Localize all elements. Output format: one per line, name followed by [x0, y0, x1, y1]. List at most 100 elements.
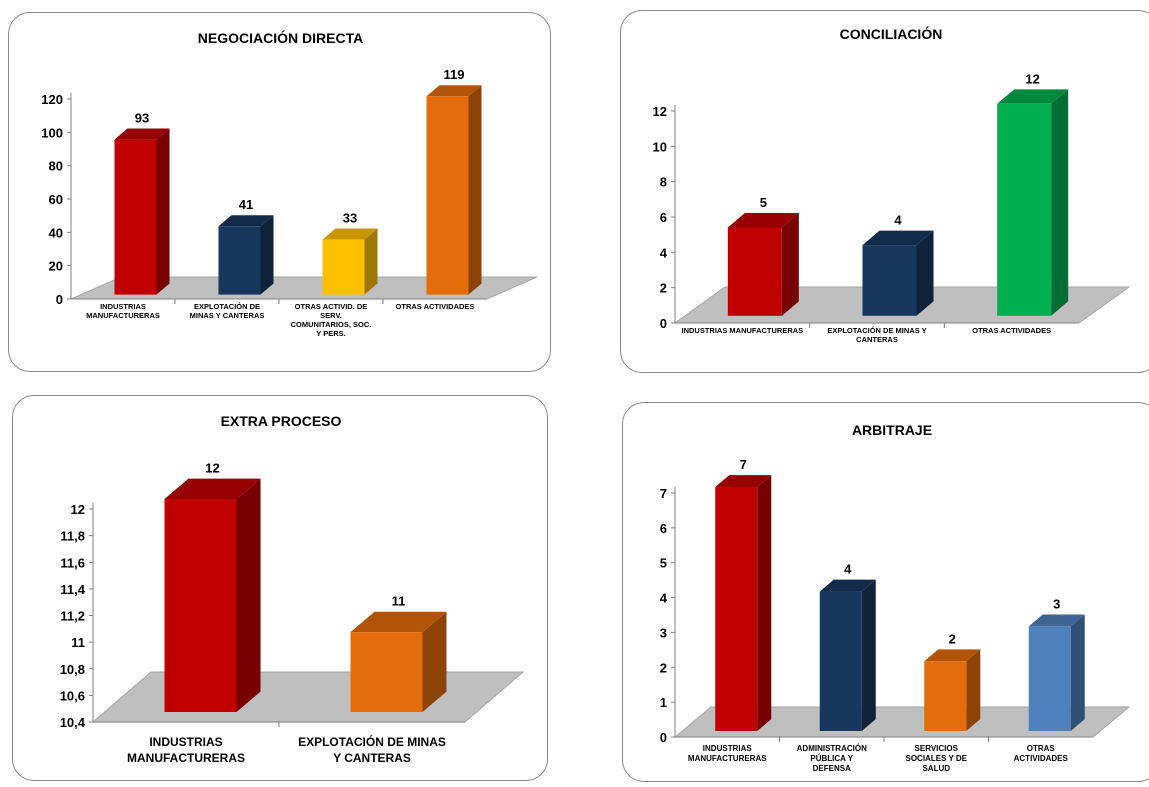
- bar-side: [236, 478, 261, 712]
- category-label: COMUNITARIOS, SOC.: [291, 320, 372, 329]
- bar-side: [422, 611, 447, 712]
- bar-3: [924, 649, 981, 731]
- y-tick-label: 12: [653, 104, 667, 119]
- chart-title: CONCILIACIÓN: [840, 25, 943, 42]
- category-label: MANUFACTURERAS: [86, 311, 160, 320]
- bar-top: [997, 89, 1069, 104]
- bar-2: [350, 611, 447, 712]
- bar-4: [426, 85, 482, 295]
- category-label: ACTIVIDADES: [1014, 754, 1069, 763]
- bar-side: [1051, 89, 1069, 316]
- category-label: MANUFACTURERAS: [127, 751, 245, 765]
- bar-front: [727, 227, 782, 316]
- category-label: MANUFACTURERAS: [688, 754, 767, 763]
- bar-front: [715, 487, 758, 731]
- bar-top: [218, 215, 274, 227]
- y-tick-label: 120: [41, 92, 63, 107]
- y-tick-label: 40: [49, 225, 63, 240]
- value-label: 4: [894, 213, 902, 228]
- bar-1: [727, 213, 799, 316]
- bar-top: [1028, 614, 1085, 627]
- bar-front: [426, 96, 469, 295]
- y-tick-label: 11,8: [60, 529, 85, 544]
- category-label: EXPLOTACIÓN DE: [194, 302, 260, 311]
- y-tick-label: 0: [660, 316, 667, 331]
- chart-panel-arbitraje: ARBITRAJE 0 1 2 3 4 5 6 7 7 INDUSTRIAS MANUFACTURER…: [622, 402, 1149, 782]
- bar-front: [997, 103, 1052, 316]
- category-label: OTRAS ACTIVID. DE: [295, 302, 368, 311]
- chart-title: ARBITRAJE: [852, 422, 932, 438]
- chart-title: EXTRA PROCESO: [221, 413, 342, 429]
- y-tick-label: 8: [660, 175, 667, 190]
- bar-top: [924, 649, 981, 662]
- bar-front: [114, 139, 157, 295]
- value-label: 2: [949, 631, 956, 646]
- bar-top: [715, 475, 772, 487]
- y-tick-label: 11,4: [60, 582, 85, 597]
- y-tick-label: 3: [660, 625, 667, 640]
- y-tick-label: 0: [56, 292, 63, 307]
- bar-side: [364, 228, 378, 295]
- y-tick-label: 4: [660, 591, 668, 606]
- category-label: Y CANTERAS: [333, 751, 411, 765]
- bar-2: [218, 215, 274, 295]
- y-tick-label: 20: [49, 259, 63, 274]
- bar-side: [757, 475, 772, 731]
- y-tick-label: 6: [660, 521, 667, 536]
- bar-1: [715, 475, 772, 731]
- bar-top: [350, 611, 447, 633]
- category-label: DEFENSA: [813, 764, 851, 773]
- bar-top: [322, 228, 378, 240]
- category-label: Y PERS.: [316, 329, 345, 338]
- value-label: 11: [392, 594, 406, 609]
- bar-4: [1028, 614, 1085, 731]
- category-label: CANTERAS: [856, 335, 898, 344]
- bar-front: [350, 632, 423, 712]
- bar-3: [997, 89, 1069, 316]
- category-label: SOCIALES Y DE: [906, 754, 968, 763]
- y-tick-label: 2: [660, 660, 667, 675]
- value-label: 3: [1053, 597, 1060, 612]
- bar-top: [819, 579, 876, 592]
- y-tick-label: 11: [71, 635, 85, 650]
- category-label: SERV.: [320, 311, 342, 320]
- chart-arbitraje-svg: ARBITRAJE 0 1 2 3 4 5 6 7 7 INDUSTRIASMANUFACTURER…: [660, 422, 1131, 773]
- bar-top: [727, 213, 799, 228]
- bar-front: [924, 661, 967, 731]
- value-label: 93: [135, 111, 149, 126]
- chart-title: NEGOCIACIÓN DIRECTA: [198, 29, 363, 46]
- y-tick-label: 2: [660, 281, 667, 296]
- value-label: 5: [760, 195, 767, 210]
- bar-front: [322, 239, 365, 295]
- bar-top: [164, 478, 261, 499]
- bar-front: [218, 226, 261, 295]
- bar-3: [322, 228, 378, 295]
- y-tick-label: 12: [71, 502, 85, 517]
- y-tick-label: 0: [660, 730, 667, 745]
- value-label: 41: [239, 197, 253, 212]
- bar-2: [862, 230, 934, 316]
- bar-front: [1028, 626, 1071, 731]
- bar-top: [862, 230, 934, 246]
- bar-2: [819, 579, 876, 731]
- bar-side: [1070, 614, 1085, 731]
- category-label: INDUSTRIAS: [149, 735, 222, 749]
- y-tick-label: 1: [660, 695, 667, 710]
- bar-1: [164, 478, 261, 712]
- bar-front: [862, 245, 917, 316]
- chart-extra-proceso-svg: EXTRA PROCESO 10,4 10,6 10,8 11 11,2 11,4 11,6 1…: [60, 413, 525, 765]
- bar-side: [916, 230, 934, 316]
- bar-side: [781, 213, 799, 316]
- category-label: EXPLOTACIÓN DE MINAS Y: [827, 326, 926, 335]
- chart-conciliacion-svg: CONCILIACIÓN 0 2 4 6 8 10 12 5 INDUSTRIAS MANUFAC…: [653, 25, 1131, 344]
- chart-panel-conciliacion: CONCILIACIÓN 0 2 4 6 8 10 12 5 INDUSTRIAS MANUFAC…: [620, 10, 1149, 373]
- y-tick-label: 7: [660, 486, 667, 501]
- value-label: 119: [444, 67, 465, 82]
- bar-side: [156, 128, 170, 295]
- category-label: OTRAS ACTIVIDADES: [396, 302, 475, 311]
- category-label: EXPLOTACIÓN DE MINAS: [298, 734, 446, 749]
- category-label: ADMINISTRACIÓN: [797, 744, 867, 753]
- bar-side: [468, 85, 482, 295]
- value-label: 4: [844, 562, 852, 577]
- value-label: 33: [343, 211, 357, 226]
